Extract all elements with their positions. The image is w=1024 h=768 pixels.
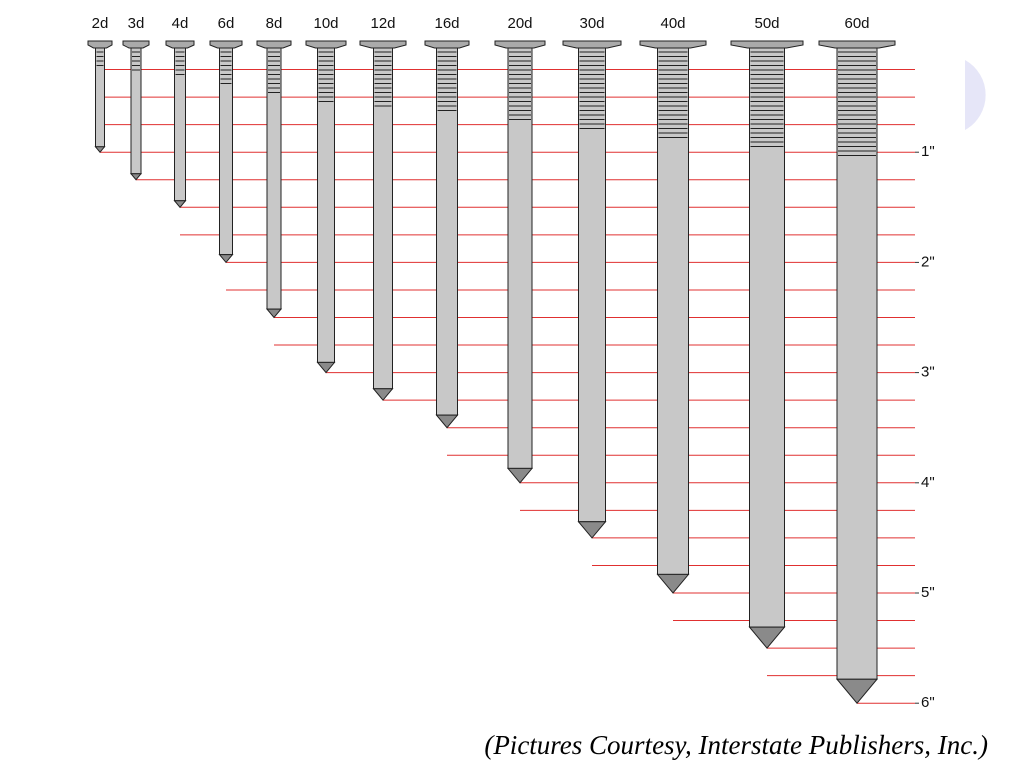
nail-tip [656,573,690,594]
nail-shank [578,45,606,523]
nail-tip [218,254,234,264]
nail-label: 40d [660,15,685,32]
nail-tip [435,414,459,429]
nail-tip [748,626,786,649]
nail-shank [749,45,785,628]
nail-head [122,40,150,49]
nail-label: 10d [313,15,338,32]
nail-tip [265,308,283,319]
nail-label: 2d [92,15,109,32]
nail [122,40,150,181]
nail-head [639,40,707,49]
nail-label: 30d [579,15,604,32]
nail [165,40,195,209]
nail [424,40,470,429]
nail [305,40,347,374]
nail-shank [219,45,233,256]
nail-tip [129,173,143,181]
ruler-label: 4" [921,474,935,491]
nail [209,40,243,264]
nail-head [87,40,113,49]
nail-label: 8d [266,15,283,32]
nail-shank [507,45,533,469]
nail-label: 60d [844,15,869,32]
nails [87,40,896,704]
nail-shank [317,45,335,363]
nail [818,40,896,704]
nail-head [730,40,804,49]
nail-label: 4d [172,15,189,32]
nail [494,40,546,484]
nail-tip [94,146,106,153]
nail [87,40,113,153]
nail-head [818,40,896,49]
nail-tip [506,467,534,484]
caption: (Pictures Courtesy, Interstate Publisher… [484,730,988,760]
nail-shank [266,45,282,310]
nail [256,40,292,319]
decor-circle [965,60,986,130]
nail-shank [657,45,689,575]
nail [562,40,622,539]
nail-tip [173,200,187,209]
nail-head [305,40,347,49]
ruler-label: 3" [921,364,935,381]
nail-head [424,40,470,49]
nail-head [494,40,546,49]
nail [730,40,804,649]
nail-shank [174,45,186,202]
nail-head [562,40,622,49]
nail-tip [372,388,394,401]
nail-label: 20d [507,15,532,32]
nail-tip [316,361,336,374]
nail-head [359,40,407,49]
ruler-label: 6" [921,694,935,711]
nail-label: 6d [218,15,235,32]
ruler-label: 1" [921,143,935,160]
nail-label: 3d [128,15,145,32]
nail-head [165,40,195,49]
nail [639,40,707,594]
nail-head [256,40,292,49]
nail-tip [835,678,879,704]
nail-label: 12d [370,15,395,32]
nail-label: 16d [434,15,459,32]
ruler-label: 5" [921,584,935,601]
nail-shank [836,45,878,680]
nail [359,40,407,401]
nail-head [209,40,243,49]
ruler-label: 2" [921,253,935,270]
nail-tip [577,521,607,539]
nail-label: 50d [754,15,779,32]
